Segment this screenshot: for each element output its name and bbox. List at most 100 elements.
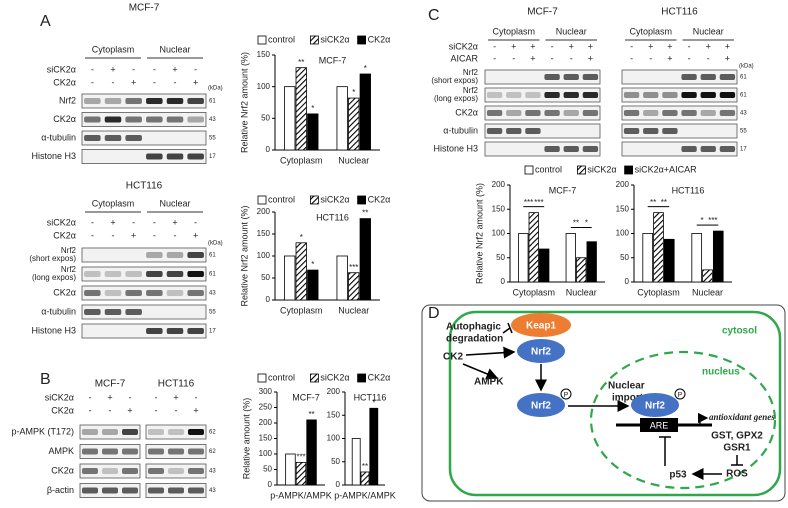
condition-mark: - bbox=[570, 53, 573, 63]
blot-band bbox=[82, 487, 98, 494]
y-tick-label: 50 bbox=[496, 253, 505, 262]
group-label: Nuclear bbox=[159, 44, 190, 54]
legend-label: control bbox=[268, 34, 295, 44]
blot-band bbox=[486, 92, 503, 98]
blot-frame bbox=[81, 266, 207, 282]
legend-swatch bbox=[257, 373, 267, 383]
blot-band bbox=[187, 290, 204, 296]
y-tick-label: 200 bbox=[259, 418, 273, 427]
significance: *** bbox=[349, 263, 358, 272]
blot-band bbox=[525, 110, 541, 116]
arrow bbox=[465, 346, 516, 359]
kda-label: 62 bbox=[209, 449, 216, 455]
bar bbox=[359, 218, 371, 301]
blot-band bbox=[662, 110, 678, 116]
blot-band bbox=[102, 429, 118, 435]
legend-swatch bbox=[524, 165, 534, 175]
group-label: Cytoplasm bbox=[92, 198, 135, 208]
ampk-label: AMPK bbox=[474, 377, 504, 388]
bar bbox=[306, 419, 317, 486]
y-tick-label: 0 bbox=[625, 277, 630, 286]
blot-band bbox=[700, 146, 716, 152]
y-tick-label: 200 bbox=[616, 180, 630, 189]
nrf2-node bbox=[517, 339, 565, 363]
condition-mark: + bbox=[667, 41, 672, 51]
blot-band bbox=[148, 429, 164, 435]
condition-mark: - bbox=[153, 230, 156, 240]
y-tick-label: 100 bbox=[257, 251, 271, 260]
bar bbox=[348, 272, 360, 301]
nrf2-label: Nrf2 bbox=[531, 347, 551, 358]
condition-mark: + bbox=[530, 53, 535, 63]
kda-header: (kDa) bbox=[208, 86, 223, 92]
y-tick-label: 150 bbox=[257, 50, 271, 59]
row-label: (short expos) bbox=[29, 254, 76, 263]
phospho-label: P bbox=[678, 392, 683, 399]
condition-mark: - bbox=[194, 64, 197, 74]
condition-mark: - bbox=[688, 41, 691, 51]
diagram: cytosol nucleus Keap1 Nrf2 Autophagic de… bbox=[421, 304, 786, 502]
y-tick-label: 150 bbox=[327, 410, 341, 419]
row-label: α-tubulin bbox=[443, 125, 478, 135]
blot-header: MCF-7 bbox=[527, 7, 558, 18]
condition-mark: - bbox=[109, 405, 112, 415]
blot-band bbox=[700, 110, 716, 116]
chart-title: MCF-7 bbox=[549, 185, 577, 195]
blot-header: MCF-7 bbox=[95, 379, 126, 390]
row-label: (long expos) bbox=[434, 94, 478, 103]
condition-mark: - bbox=[707, 53, 710, 63]
y-tick-label: 100 bbox=[259, 449, 273, 458]
process-label: Autophagic bbox=[446, 322, 501, 333]
bar bbox=[691, 233, 703, 283]
inhibition bbox=[731, 455, 743, 466]
blot-band bbox=[681, 146, 697, 152]
condition-mark: + bbox=[193, 230, 198, 240]
kda-label: 61 bbox=[209, 253, 216, 259]
bar bbox=[702, 269, 713, 283]
condition-mark: - bbox=[89, 405, 92, 415]
x-tick-label: Cytoplasm bbox=[280, 155, 323, 165]
panel-label: D bbox=[428, 305, 440, 322]
blot-band bbox=[82, 429, 98, 435]
blot-frame bbox=[621, 87, 738, 103]
legend-label: siCK2α bbox=[320, 372, 349, 382]
significance: ** bbox=[661, 198, 667, 207]
bar bbox=[586, 241, 597, 283]
blot-band bbox=[643, 128, 659, 134]
blot-band bbox=[544, 92, 560, 98]
blot-band bbox=[506, 110, 522, 116]
phospho-mark bbox=[560, 388, 572, 400]
x-tick-label: Cytoplasm bbox=[637, 287, 680, 297]
condition-label: CK2α bbox=[53, 230, 76, 240]
blot-band bbox=[146, 271, 163, 277]
blot-band bbox=[84, 309, 101, 315]
blot-band bbox=[563, 92, 579, 98]
x-tick-label: p-AMPK/AMPK bbox=[270, 490, 332, 500]
group-label: Cytoplasm bbox=[92, 44, 135, 54]
blot-band bbox=[166, 328, 184, 334]
condition-label: siCK2α bbox=[449, 41, 478, 51]
row-label: AMPK bbox=[48, 446, 74, 456]
are-box bbox=[640, 418, 678, 432]
legend-label: CK2α bbox=[368, 372, 391, 382]
blot-frame bbox=[621, 141, 738, 157]
row-label: Nrf2 bbox=[59, 95, 76, 105]
blot-band bbox=[84, 290, 101, 296]
significance: *** bbox=[296, 452, 305, 461]
blot-band bbox=[168, 487, 184, 494]
row-label: CK2α bbox=[53, 287, 76, 297]
significance: * bbox=[311, 260, 314, 269]
legend-swatch bbox=[577, 165, 586, 175]
kda-header: (kDa) bbox=[739, 64, 754, 70]
blot-band bbox=[719, 110, 736, 116]
condition-mark: - bbox=[153, 64, 156, 74]
legend-swatch bbox=[624, 165, 633, 175]
condition-label: siCK2α bbox=[45, 392, 74, 402]
blot-frame bbox=[79, 463, 141, 479]
blot-frame bbox=[79, 424, 141, 440]
blot-band bbox=[168, 468, 184, 474]
legend-label: CK2α bbox=[368, 34, 391, 44]
significance: ** bbox=[362, 462, 368, 471]
condition-label: CK2α bbox=[53, 77, 76, 87]
blot-band bbox=[84, 98, 101, 104]
